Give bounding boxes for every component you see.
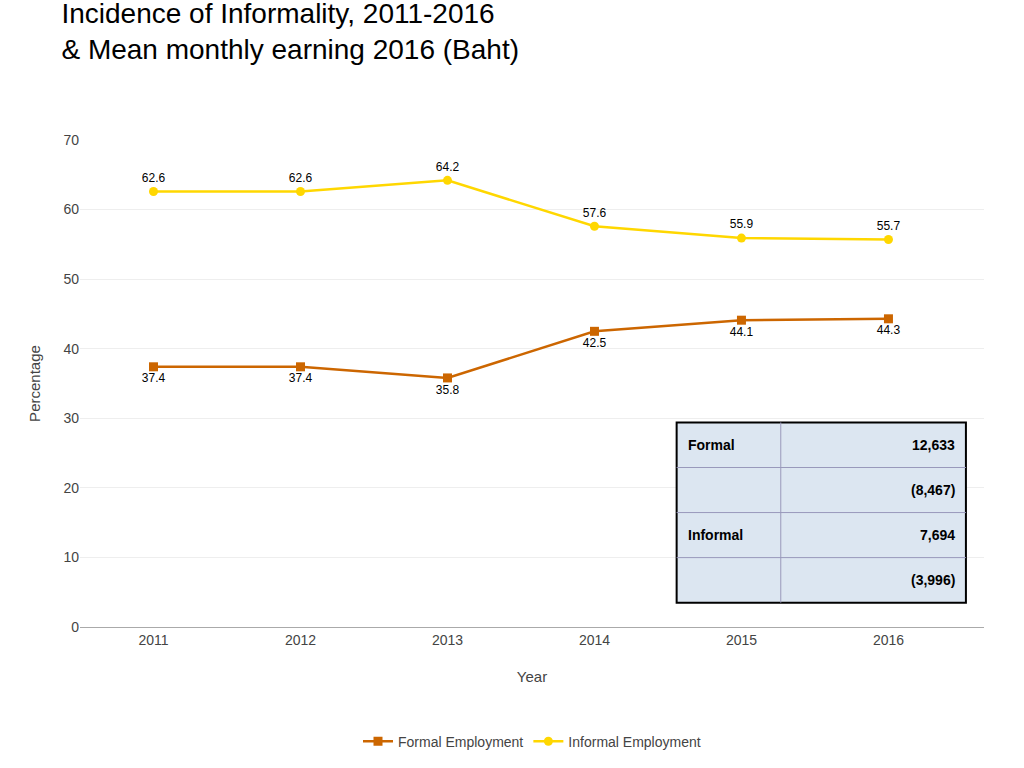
- svg-text:Formal Employment: Formal Employment: [398, 734, 523, 750]
- svg-text:37.4: 37.4: [142, 371, 166, 385]
- svg-text:2016: 2016: [873, 632, 904, 648]
- svg-text:12,633: 12,633: [912, 437, 955, 453]
- svg-text:35.8: 35.8: [436, 383, 460, 397]
- svg-text:Informal: Informal: [688, 527, 743, 543]
- svg-text:50: 50: [63, 271, 79, 287]
- svg-text:42.5: 42.5: [583, 336, 607, 350]
- svg-text:20: 20: [63, 480, 79, 496]
- svg-text:Formal: Formal: [688, 437, 735, 453]
- svg-text:55.7: 55.7: [877, 219, 901, 233]
- svg-text:57.6: 57.6: [583, 206, 607, 220]
- svg-text:0: 0: [71, 619, 79, 635]
- svg-text:55.9: 55.9: [730, 217, 754, 231]
- svg-text:7,694: 7,694: [920, 527, 955, 543]
- svg-text:60: 60: [63, 201, 79, 217]
- svg-text:Percentage: Percentage: [26, 345, 43, 422]
- svg-text:2014: 2014: [579, 632, 610, 648]
- svg-text:62.6: 62.6: [142, 171, 166, 185]
- svg-text:2012: 2012: [285, 632, 316, 648]
- svg-text:44.3: 44.3: [877, 323, 901, 337]
- svg-text:44.1: 44.1: [730, 325, 754, 339]
- svg-text:2015: 2015: [726, 632, 757, 648]
- svg-text:(3,996): (3,996): [911, 572, 955, 588]
- svg-text:64.2: 64.2: [436, 160, 460, 174]
- svg-text:30: 30: [63, 410, 79, 426]
- svg-text:40: 40: [63, 341, 79, 357]
- svg-text:Year: Year: [517, 668, 547, 685]
- svg-text:(8,467): (8,467): [911, 482, 955, 498]
- svg-text:Informal Employment: Informal Employment: [568, 734, 700, 750]
- svg-text:70: 70: [63, 132, 79, 148]
- svg-text:Incidence of Informality, 2011: Incidence of Informality, 2011-2016& Mea…: [61, 0, 519, 65]
- svg-text:62.6: 62.6: [289, 171, 313, 185]
- svg-text:2011: 2011: [138, 632, 168, 648]
- svg-text:2013: 2013: [432, 632, 463, 648]
- svg-text:37.4: 37.4: [289, 371, 313, 385]
- svg-text:10: 10: [63, 549, 79, 565]
